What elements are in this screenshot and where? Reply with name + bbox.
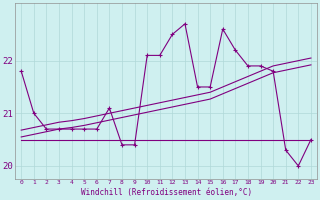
X-axis label: Windchill (Refroidissement éolien,°C): Windchill (Refroidissement éolien,°C) (81, 188, 252, 197)
